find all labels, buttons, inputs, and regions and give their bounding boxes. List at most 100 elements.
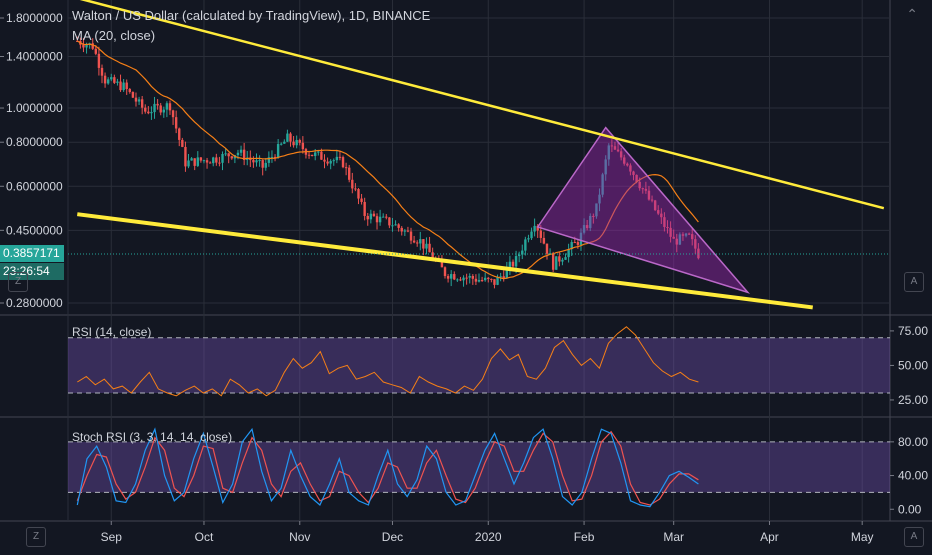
candle-body: [619, 151, 623, 158]
candle-body: [687, 233, 691, 235]
candle-body: [270, 156, 274, 158]
candle-body: [168, 103, 172, 111]
candle-body: [524, 239, 527, 251]
candle-body: [530, 231, 533, 239]
candle-body: [147, 111, 150, 114]
candle-body: [576, 242, 580, 245]
y-axis-tick-label: 80.00: [898, 435, 928, 449]
y-axis-tick-label: 40.00: [898, 469, 928, 483]
candle-body: [113, 77, 116, 83]
candle-body: [638, 181, 641, 189]
y-axis-tick-label: 1.8000000: [6, 11, 63, 25]
x-axis-tick-label: Mar: [663, 530, 684, 544]
candle-body: [496, 276, 499, 285]
collapse-icon[interactable]: ⌃: [906, 6, 918, 22]
x-axis-tick-label: Nov: [289, 530, 310, 544]
y-axis-tick-label: 1.4000000: [6, 49, 63, 63]
candle-body: [85, 44, 88, 48]
candle-body: [663, 217, 666, 227]
candle-body: [332, 160, 335, 162]
candle-body: [273, 156, 277, 158]
zoom-button[interactable]: Z: [26, 527, 46, 547]
candle-body: [385, 216, 388, 218]
candle-body: [264, 162, 267, 168]
candle-body: [122, 82, 125, 91]
candle-body: [678, 234, 682, 245]
candle-body: [205, 160, 209, 163]
candle-body: [344, 167, 348, 169]
candle-body: [644, 188, 648, 191]
candle-body: [697, 248, 700, 259]
ma-indicator-label[interactable]: MA (20, close): [72, 28, 156, 43]
candle-body: [317, 151, 320, 153]
candle-body: [199, 157, 203, 161]
candle-body: [366, 215, 369, 220]
candle-body: [156, 103, 159, 106]
candle-body: [570, 242, 573, 250]
auto-button[interactable]: A: [904, 527, 924, 547]
candle-body: [493, 279, 496, 285]
candle-body: [82, 44, 85, 48]
candle-body: [131, 91, 135, 98]
candle-body: [382, 216, 385, 218]
candle-body: [397, 224, 400, 228]
candle-body: [694, 239, 697, 249]
candle-body: [626, 163, 629, 166]
trendline-upper: [79, 0, 885, 210]
stoch-panel-label[interactable]: Stoch RSI (3, 3, 14, 14, close): [72, 430, 233, 444]
rsi-panel-label[interactable]: RSI (14, close): [72, 325, 152, 339]
candle-body: [666, 226, 669, 228]
candle-body: [174, 117, 178, 129]
stoch-k-line: [76, 427, 699, 508]
candle-body: [592, 215, 595, 217]
candle-body: [517, 254, 521, 257]
candle-body: [230, 156, 233, 159]
x-axis-tick-label: Dec: [382, 530, 403, 544]
candle-body: [657, 210, 660, 214]
candle-body: [456, 279, 459, 281]
candle-body: [378, 216, 382, 223]
candle-body: [171, 110, 175, 118]
candle-body: [471, 276, 475, 279]
candle-body: [527, 238, 530, 240]
candle-body: [499, 276, 502, 278]
candle-body: [536, 225, 539, 231]
y-axis-tick-label: 1.0000000: [6, 101, 63, 115]
y-axis-tick-label: 0.4500000: [6, 223, 63, 237]
candle-body: [289, 133, 292, 142]
wedge-pattern: [536, 126, 751, 294]
candle-body: [672, 236, 675, 239]
y-axis-tick-label: 75.00: [898, 324, 928, 338]
candle-body: [227, 153, 230, 157]
candle-body: [650, 199, 654, 201]
candle-body: [610, 145, 614, 147]
x-axis-tick-label: Apr: [760, 530, 779, 544]
log-scale-button[interactable]: Z: [8, 272, 28, 292]
x-axis-tick-label: 2020: [475, 530, 502, 544]
candle-body: [351, 179, 354, 189]
candle-body: [106, 79, 110, 84]
auto-scale-button[interactable]: A: [904, 272, 924, 292]
candle-body: [208, 162, 212, 164]
candle-body: [425, 243, 428, 249]
candle-body: [595, 203, 598, 217]
candle-body: [508, 261, 512, 268]
candle-body: [119, 81, 122, 91]
candle-body: [196, 157, 199, 166]
candle-body: [276, 144, 280, 158]
candle-body: [635, 174, 638, 182]
candle-body: [647, 190, 651, 200]
bar-countdown-tag: 23:26:54: [0, 263, 64, 280]
candle-body: [338, 156, 342, 158]
candle-body: [221, 154, 224, 163]
candle-body: [326, 161, 329, 164]
candle-body: [400, 227, 403, 232]
candle-body: [255, 160, 258, 163]
candle-body: [354, 188, 357, 190]
candle-body: [533, 225, 536, 232]
candle-body: [598, 194, 601, 204]
candle-body: [505, 267, 509, 279]
candle-body: [388, 217, 391, 226]
candle-body: [406, 230, 410, 232]
